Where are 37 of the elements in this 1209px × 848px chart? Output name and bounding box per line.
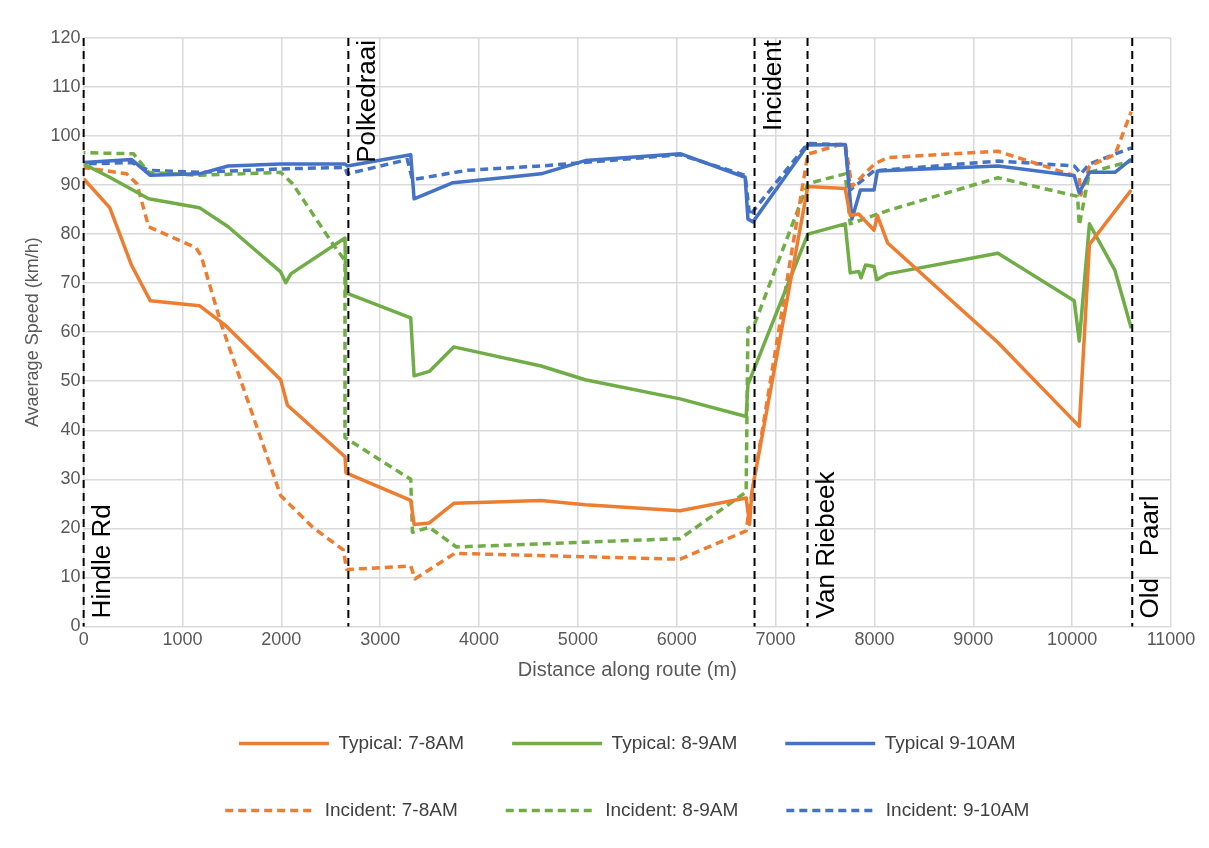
y-axis-title: Avaerage Speed (km/h) <box>21 237 42 428</box>
y-tick-label: 120 <box>50 26 81 47</box>
y-tick-label: 100 <box>50 125 81 146</box>
x-axis-title: Distance along route (m) <box>517 657 737 680</box>
x-tick-label: 4000 <box>459 629 500 650</box>
y-tick-label: 0 <box>70 615 81 636</box>
legend-label: Incident: 9-10AM <box>885 798 1030 820</box>
x-tick-label: 10000 <box>1047 629 1098 650</box>
y-tick-label: 50 <box>60 370 81 391</box>
y-tick-label: 80 <box>60 223 81 244</box>
y-tick-label: 90 <box>60 174 81 195</box>
ref-line-label: Incident <box>756 39 787 132</box>
legend-label: Incident: 7-8AM <box>324 798 458 820</box>
legend-label: Typical: 7-8AM <box>338 731 465 753</box>
x-tick-label: 11000 <box>1146 629 1196 650</box>
x-tick-label: 6000 <box>656 629 697 650</box>
y-tick-label: 10 <box>60 566 81 587</box>
y-tick-label: 40 <box>60 419 81 440</box>
x-tick-label: 8000 <box>854 629 895 650</box>
ref-line-label: Van Riebeek <box>809 470 840 619</box>
ref-line-label: Old Paarl <box>1134 495 1165 619</box>
x-tick-label: 2000 <box>261 629 302 650</box>
ref-line-label: Hindle Rd <box>85 504 116 619</box>
x-tick-label: 5000 <box>557 629 598 650</box>
x-tick-label: 7000 <box>755 629 796 650</box>
x-tick-label: 9000 <box>953 629 994 650</box>
x-tick-label: 1000 <box>162 629 203 650</box>
y-tick-label: 20 <box>60 517 81 538</box>
ref-line-label: Polkedraai <box>350 40 381 163</box>
legend-label: Typical: 8-9AM <box>611 731 738 753</box>
x-tick-label: 3000 <box>360 629 401 650</box>
y-tick-label: 70 <box>60 272 81 293</box>
y-tick-label: 30 <box>60 468 81 489</box>
y-tick-label: 110 <box>51 76 81 96</box>
legend-label: Incident: 8-9AM <box>605 798 739 820</box>
legend-label: Typical 9-10AM <box>884 731 1016 753</box>
y-tick-label: 60 <box>60 321 81 342</box>
